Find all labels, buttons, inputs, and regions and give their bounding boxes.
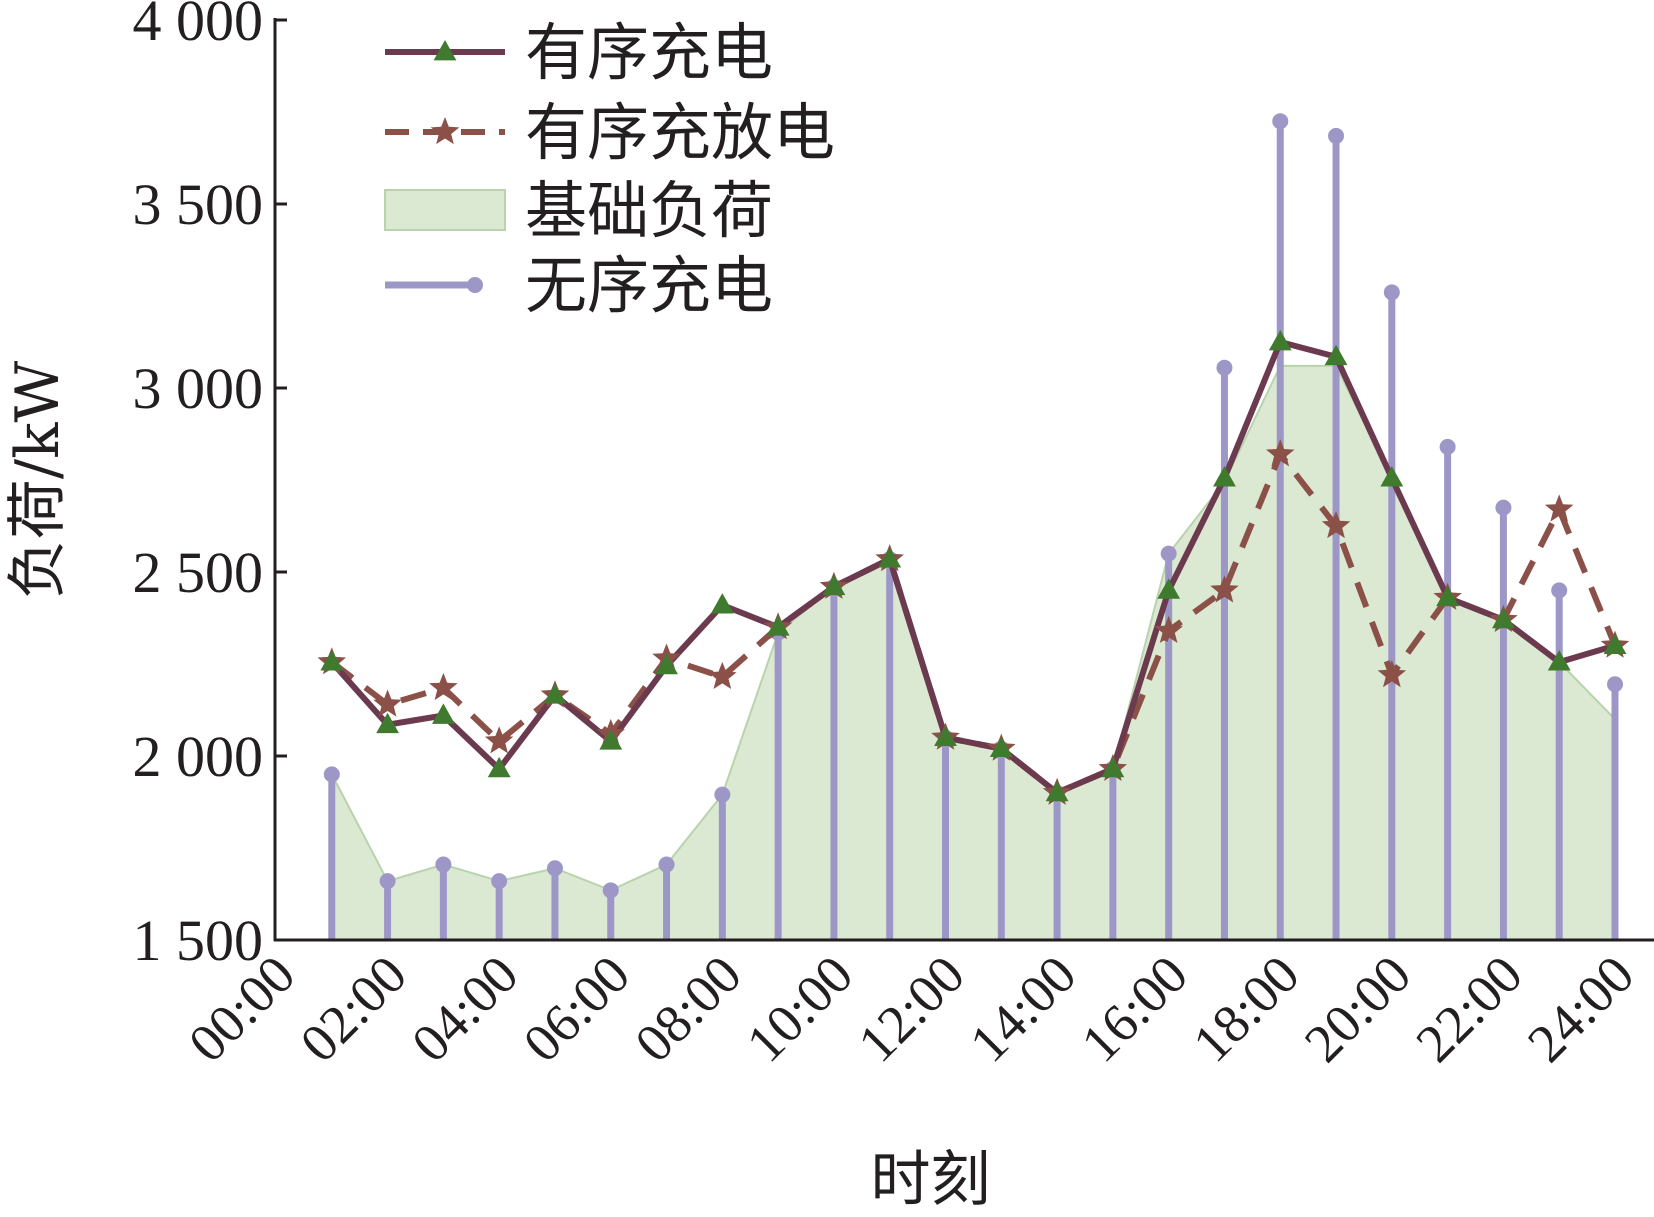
stem-marker — [1439, 438, 1456, 455]
stem-marker — [1272, 113, 1289, 130]
y-tick-label: 3 500 — [133, 172, 264, 237]
triangle-marker — [989, 736, 1013, 758]
triangle-marker — [1213, 466, 1236, 487]
x-axis-title: 时刻 — [871, 1145, 991, 1215]
triangle-marker — [431, 703, 455, 724]
triangle-marker — [766, 615, 790, 636]
star-marker — [1210, 575, 1239, 603]
x-tick-label: 22:00 — [1404, 944, 1533, 1073]
triangle-marker — [1101, 756, 1125, 778]
area-layer — [330, 364, 1616, 941]
triangle-marker — [1324, 344, 1348, 366]
legend-label: 有序充电 — [525, 16, 773, 89]
y-tick-label: 3 000 — [133, 356, 264, 421]
triangle-marker — [543, 683, 567, 704]
star-marker — [1544, 494, 1574, 522]
triangle-marker — [1492, 607, 1515, 629]
triangle-marker — [1436, 585, 1460, 607]
stem-marker — [1328, 127, 1345, 144]
x-tick-label: 04:00 — [400, 944, 529, 1073]
x-tick-label: 24:00 — [1516, 944, 1645, 1073]
x-tick-label: 20:00 — [1293, 944, 1422, 1073]
triangle-marker — [599, 729, 623, 750]
stem-marker — [1607, 676, 1623, 693]
stem-marker — [491, 873, 508, 890]
legend-triangle-marker — [433, 40, 457, 61]
star-marker — [1154, 615, 1183, 643]
legend-label: 有序充放电 — [525, 96, 835, 169]
triangle-marker — [320, 650, 344, 671]
triangle-marker — [710, 593, 734, 614]
y-tick-label: 4 000 — [133, 0, 264, 53]
star-marker — [1266, 439, 1295, 467]
star-marker — [484, 726, 514, 754]
x-tick-label: 08:00 — [623, 944, 752, 1073]
legend-label: 基础负荷 — [525, 174, 773, 247]
stem-marker — [379, 873, 396, 890]
triangle-marker — [655, 653, 678, 675]
stem-marker — [1551, 582, 1568, 599]
stem-marker — [714, 786, 731, 803]
line-layer — [317, 330, 1630, 805]
legend-label: 无序充电 — [525, 249, 773, 322]
y-tick-label: 2 500 — [133, 540, 264, 605]
x-tick-label: 10:00 — [735, 944, 864, 1073]
stem-marker — [602, 882, 619, 899]
solid-series-line — [329, 339, 1616, 796]
triangle-marker — [1157, 578, 1181, 599]
y-tick-label: 2 000 — [133, 724, 264, 789]
star-marker — [1377, 660, 1407, 688]
stem-marker — [1216, 359, 1233, 376]
stem-marker — [323, 766, 340, 783]
star-marker — [708, 661, 737, 689]
stem-marker — [1383, 284, 1400, 301]
stem-marker — [1495, 499, 1512, 516]
triangle-marker — [1603, 633, 1627, 654]
triangle-marker — [1268, 330, 1292, 351]
stem-marker — [546, 860, 563, 877]
stem-marker — [658, 856, 675, 873]
base-load-area — [330, 364, 1616, 941]
legend-area-swatch — [384, 189, 506, 231]
y-tick-label: 1 500 — [133, 908, 264, 973]
y-axis-title: 负荷/kW — [3, 361, 73, 600]
triangle-marker — [822, 574, 846, 596]
x-tick-label: 16:00 — [1070, 944, 1199, 1073]
x-tick-label: 02:00 — [289, 944, 418, 1073]
x-tick-label: 18:00 — [1181, 944, 1310, 1073]
legend-stem-marker — [467, 277, 483, 293]
star-marker — [429, 672, 458, 701]
x-tick-label: 06:00 — [512, 944, 641, 1073]
star-marker — [373, 689, 402, 717]
triangle-marker — [934, 725, 957, 746]
axes — [273, 18, 1654, 942]
triangle-marker — [376, 712, 399, 734]
triangle-marker — [1045, 780, 1069, 802]
stem-marker — [435, 856, 452, 873]
x-tick-label: 12:00 — [847, 944, 976, 1073]
x-tick-label: 14:00 — [958, 944, 1087, 1073]
triangle-marker — [1547, 650, 1571, 671]
star-marker — [1321, 511, 1351, 539]
stem-marker — [1160, 545, 1177, 562]
triangle-marker — [487, 756, 511, 778]
triangle-marker — [878, 547, 902, 568]
legend-star-marker — [430, 117, 460, 145]
triangle-marker — [1380, 466, 1404, 487]
